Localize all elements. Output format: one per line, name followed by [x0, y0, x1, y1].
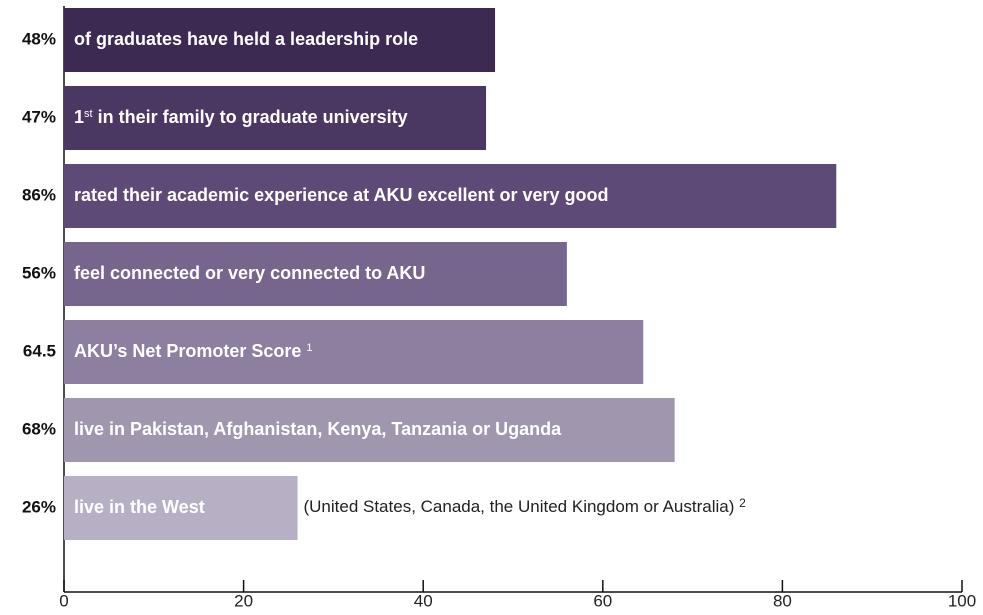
annotation: (United States, Canada, the United Kingd… [303, 496, 746, 517]
category-label: of graduates have held a leadership role [74, 29, 418, 49]
bar [64, 398, 675, 462]
value-label: 26% [22, 497, 56, 516]
bar [64, 164, 837, 228]
superscript: st [84, 108, 93, 120]
text-run: of graduates have held a leadership role [74, 29, 418, 49]
text-run: in their family to graduate university [93, 107, 408, 127]
bar [64, 320, 644, 384]
text-run: live in the West [74, 497, 205, 517]
category-label: feel connected or very connected to AKU [74, 263, 425, 283]
value-label: 64.5 [23, 341, 56, 360]
x-tick-label: 0 [59, 591, 68, 610]
text-run: 1 [74, 107, 84, 127]
bar [64, 242, 567, 306]
x-tick-label: 20 [234, 591, 253, 610]
category-label: 1st in their family to graduate universi… [74, 107, 408, 127]
text-run: (United States, Canada, the United Kingd… [303, 497, 739, 516]
bar [64, 476, 298, 540]
x-tick-label: 40 [414, 591, 433, 610]
bar [64, 86, 487, 150]
category-label: rated their academic experience at AKU e… [74, 185, 609, 205]
text-run: live in Pakistan, Afghanistan, Kenya, Ta… [74, 419, 562, 439]
text-run: rated their academic experience at AKU e… [74, 185, 609, 205]
category-label: AKU’s Net Promoter Score 1 [74, 341, 313, 361]
category-label: live in the West [74, 497, 205, 517]
value-label: 68% [22, 419, 56, 438]
text-run: AKU’s Net Promoter Score [74, 341, 306, 361]
x-tick-label: 80 [773, 591, 792, 610]
value-label: 48% [22, 29, 56, 48]
category-label: live in Pakistan, Afghanistan, Kenya, Ta… [74, 419, 562, 439]
x-tick-label: 100 [948, 591, 976, 610]
value-label: 56% [22, 263, 56, 282]
x-tick-label: 60 [593, 591, 612, 610]
superscript: 1 [306, 342, 312, 354]
bar [64, 8, 496, 72]
value-label: 86% [22, 185, 56, 204]
text-run: feel connected or very connected to AKU [74, 263, 425, 283]
superscript: 2 [739, 496, 746, 510]
value-label: 47% [22, 107, 56, 126]
